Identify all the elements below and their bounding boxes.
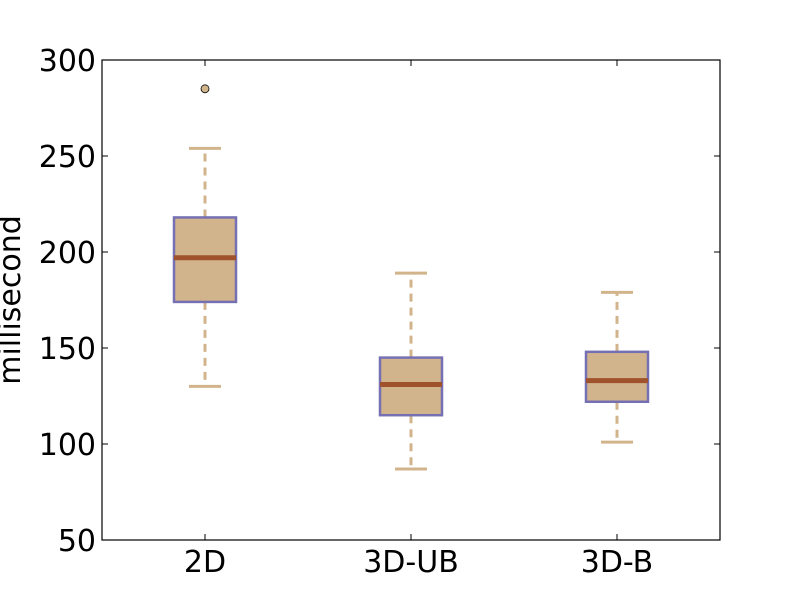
plot-area [172,84,650,471]
x-tick-label: 2D [184,545,226,580]
box-2d [172,84,238,388]
y-tick-label: 150 [39,332,96,367]
y-axis: 50 100 150 200 250 300 [39,44,720,559]
y-tick-label: 300 [39,44,96,79]
y-axis-title: millisecond [0,215,28,385]
box-3d-b [584,290,650,444]
x-tick-label: 3D-B [581,545,654,580]
iqr-box [584,350,650,404]
box-3d-ub [378,271,444,471]
x-axis: 2D 3D-UB 3D-B [184,60,653,580]
y-tick-label: 250 [39,140,96,175]
y-tick-label: 100 [39,428,96,463]
y-tick-label: 200 [39,236,96,271]
y-tick-label: 50 [58,524,96,559]
outlier-point [200,84,210,94]
x-tick-label: 3D-UB [363,545,459,580]
